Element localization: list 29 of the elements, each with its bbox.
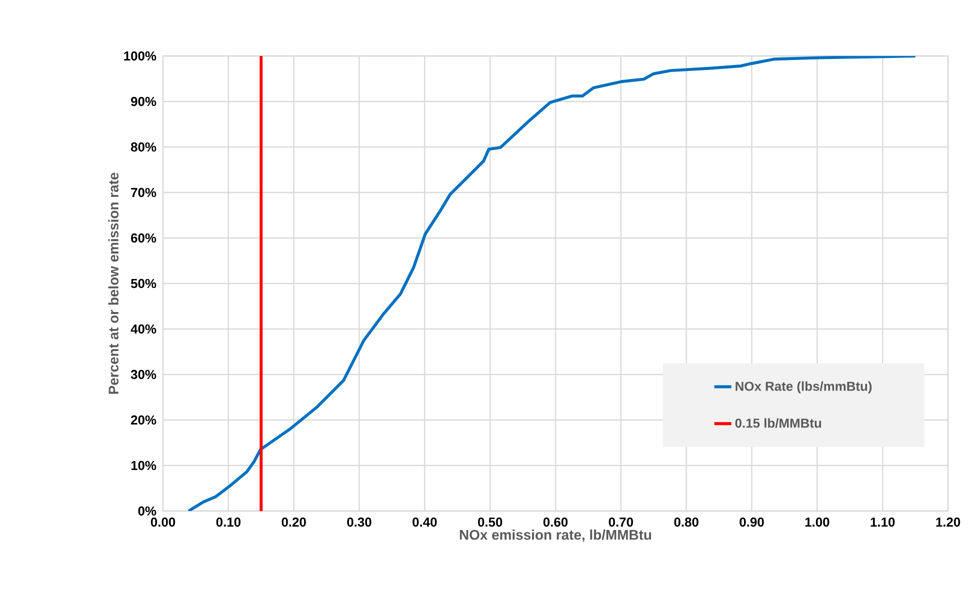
x-tick-label: 0.40 [412, 518, 437, 527]
y-tick-label: 80% [130, 142, 156, 152]
x-tick-label: 0.10 [216, 518, 240, 527]
y-tick-label: 100% [124, 51, 156, 61]
x-tick-label: 1.10 [870, 518, 895, 527]
x-tick-label: 0.00 [150, 518, 176, 527]
x-tick-label: 1.20 [936, 518, 960, 527]
x-tick-label: 0.50 [478, 518, 502, 527]
x-tick-label: 0.30 [347, 518, 372, 527]
line-series [187, 56, 917, 511]
y-tick-label: 90% [131, 96, 156, 106]
x-tick-label: 0.80 [674, 518, 698, 527]
legend-label: NOx Rate (lbs/mmBtu) [736, 381, 872, 394]
y-tick-label: 20% [131, 415, 156, 425]
y-tick-label: 70% [131, 188, 156, 198]
x-tick-label: 0.90 [740, 518, 764, 527]
y-tick-label: 0% [138, 506, 156, 516]
x-tick-label: 0.70 [608, 518, 633, 527]
x-axis-title: NOx emission rate, lb/MMBtu [460, 530, 652, 542]
x-tick-label: 0.60 [543, 518, 568, 527]
x-tick-label: 0.20 [282, 518, 306, 527]
y-axis-title: Percent at or below emission rate [108, 172, 119, 394]
y-tick-label: 40% [130, 324, 156, 334]
x-tick-label: 1.00 [805, 518, 830, 527]
y-tick-label: 60% [131, 233, 156, 243]
y-tick-label: 30% [130, 370, 156, 380]
legend-label: 0.15 lb/MMBtu [735, 418, 822, 428]
y-tick-label: 50% [130, 278, 156, 288]
y-tick-label: 10% [131, 460, 156, 470]
